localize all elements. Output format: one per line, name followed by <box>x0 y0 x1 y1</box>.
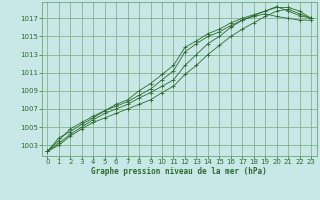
X-axis label: Graphe pression niveau de la mer (hPa): Graphe pression niveau de la mer (hPa) <box>91 167 267 176</box>
